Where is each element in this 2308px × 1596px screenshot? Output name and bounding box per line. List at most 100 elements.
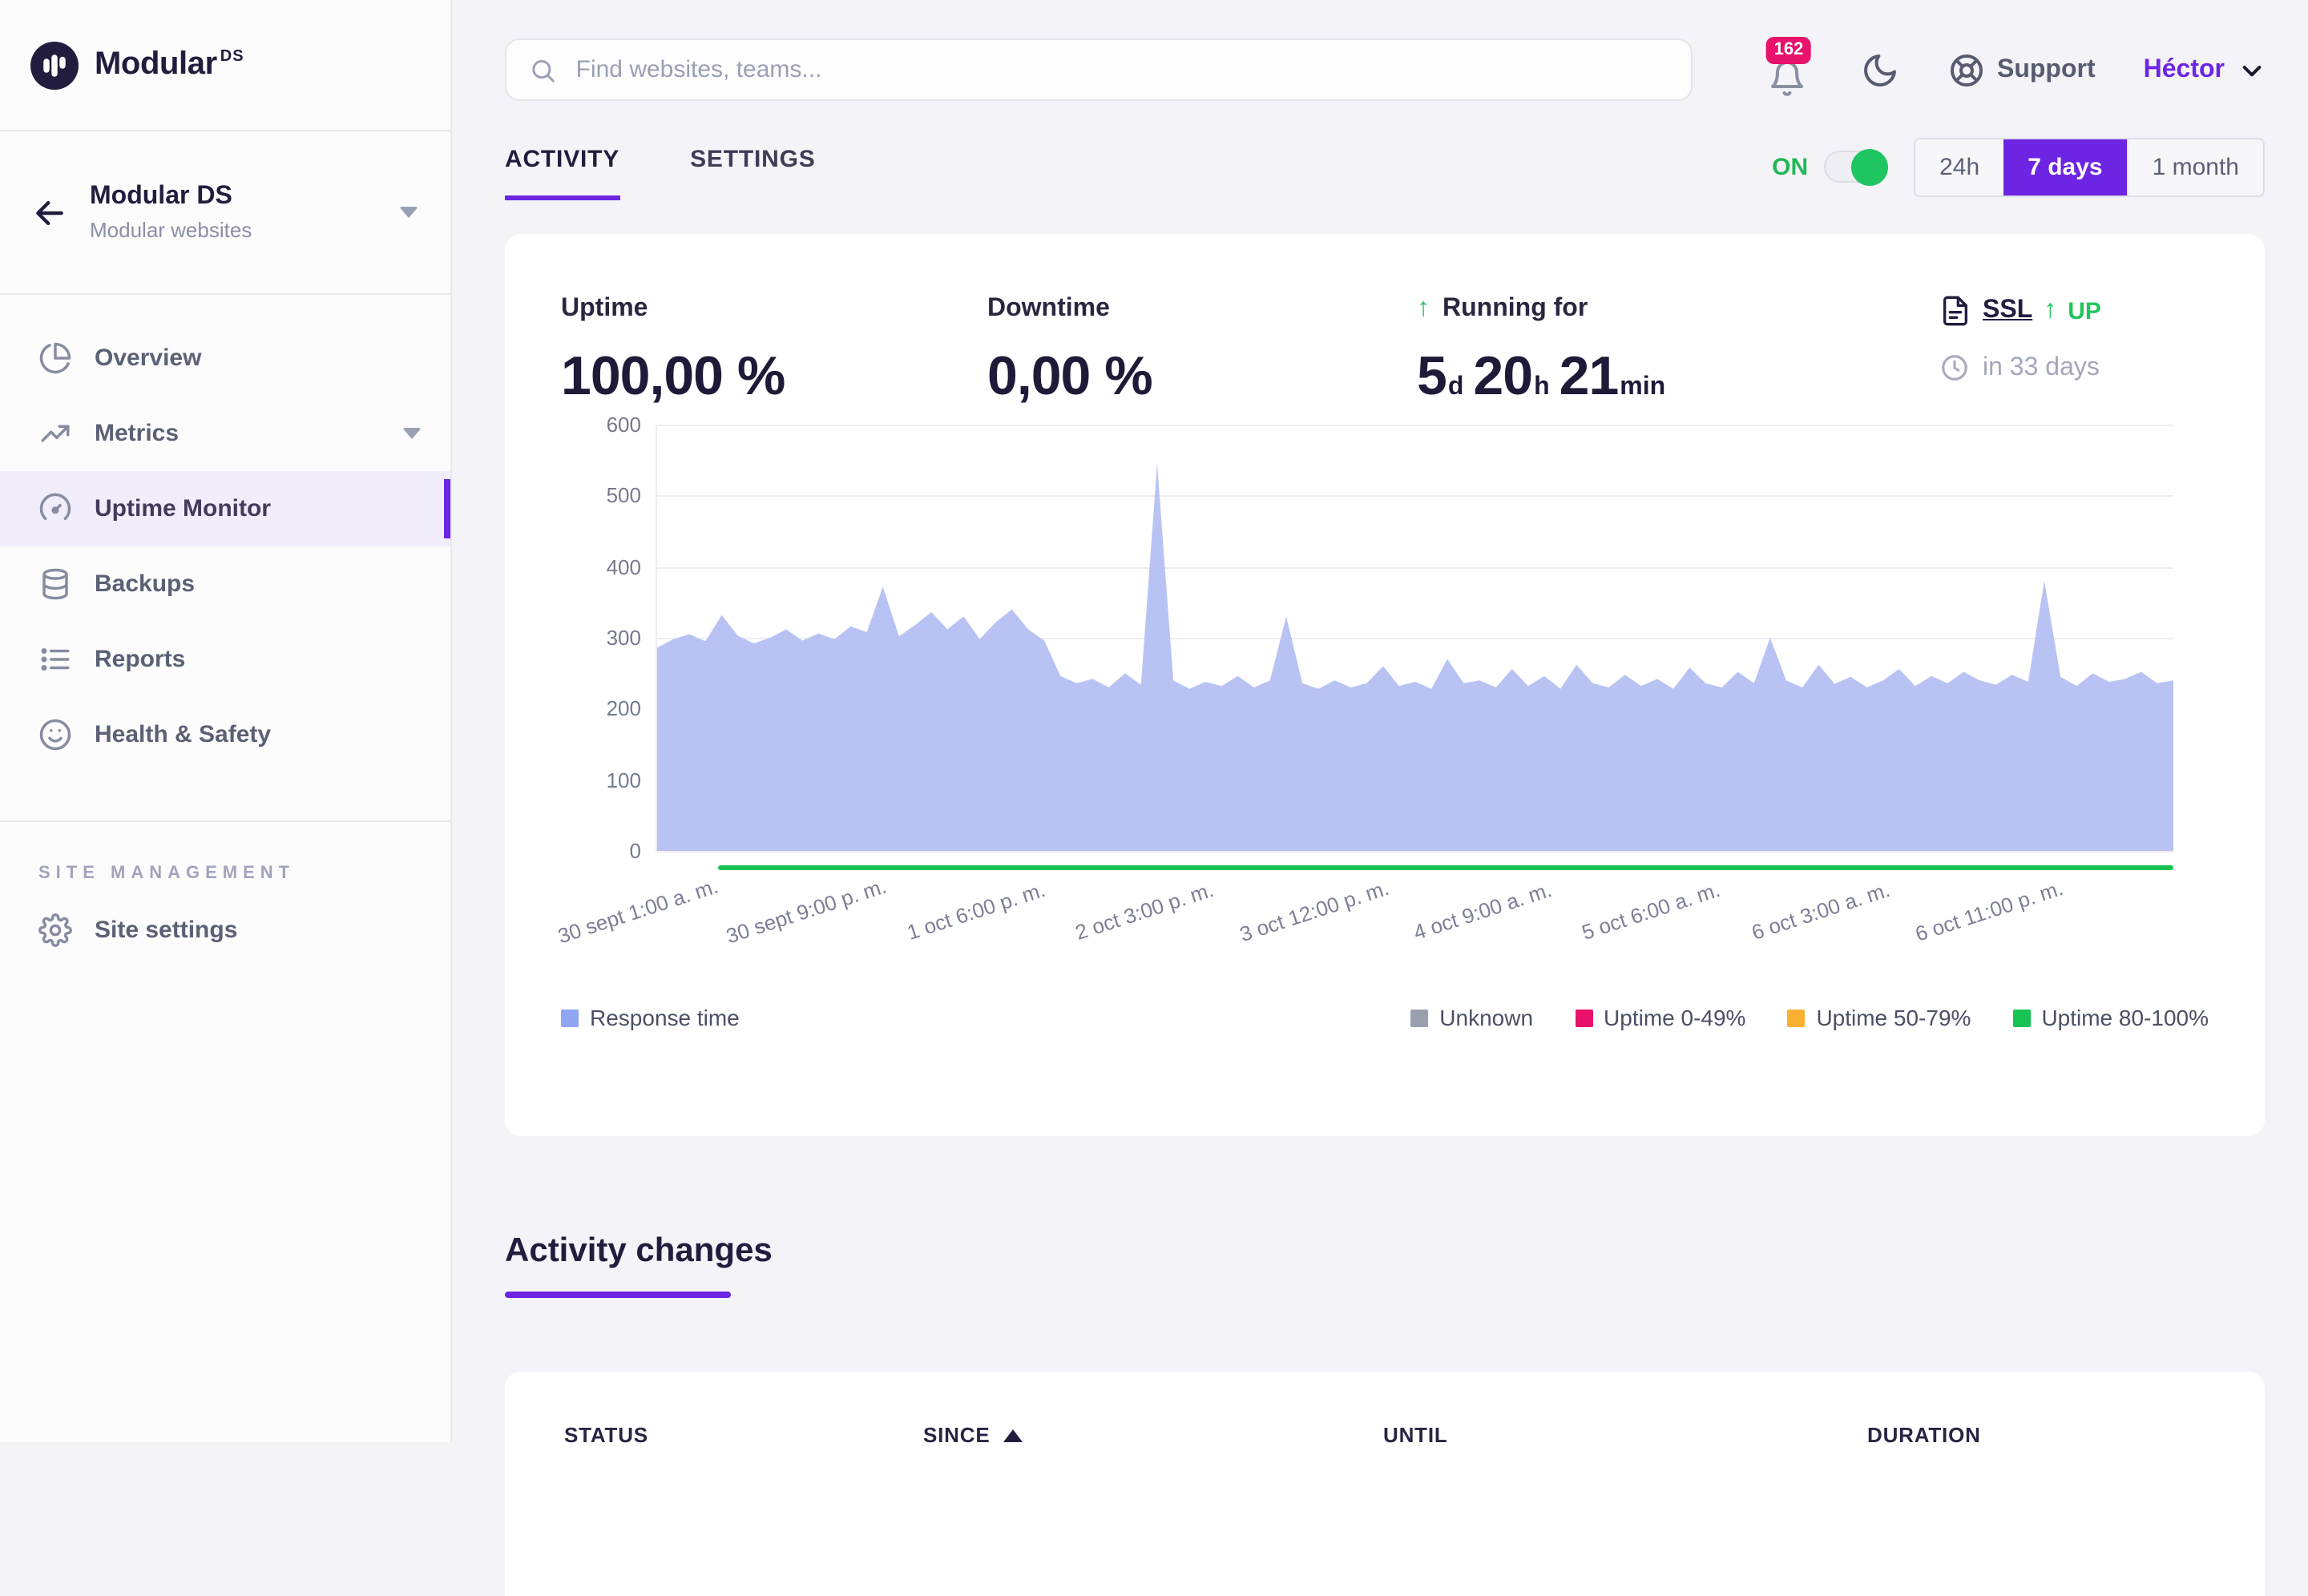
time-range-group: 24h 7 days 1 month (1914, 137, 2265, 196)
sidebar-item-metrics[interactable]: Metrics (0, 396, 450, 471)
sidebar-item-reports[interactable]: Reports (0, 622, 450, 697)
team-switcher[interactable]: Modular DS Modular websites (0, 131, 450, 295)
monitor-toggle-wrap: ON (1772, 149, 1889, 186)
y-tick-label: 100 (606, 768, 641, 792)
gridline (657, 851, 2173, 852)
x-tick-label: 6 oct 3:00 a. m. (1748, 877, 1893, 945)
column-header-status[interactable]: STATUS (564, 1423, 648, 1447)
x-tick-label: 6 oct 11:00 p. m. (1912, 876, 2067, 946)
user-name: Héctor (2143, 55, 2225, 83)
sidebar-item-label: Site settings (95, 917, 238, 944)
legend-item-status: Uptime 80-100% (2012, 1005, 2209, 1030)
heading-underline (505, 1292, 731, 1298)
y-tick-label: 300 (606, 626, 641, 650)
modular-logo-icon (30, 41, 79, 89)
legend-label: Uptime 80-100% (2041, 1005, 2209, 1030)
clock-icon (1942, 355, 1967, 381)
notifications-button[interactable]: 162 (1765, 36, 1813, 97)
sidebar-item-site-settings[interactable]: Site settings (0, 893, 450, 968)
chevron-down-icon[interactable] (399, 207, 418, 218)
uptime-chart-card: Uptime 100,00 % Downtime 0,00 % ↑ Runnin… (505, 234, 2265, 1136)
smiley-icon (39, 719, 71, 751)
response-time-chart: 0 100 200 300 400 500 600 30 sept 1:00 a. m. 30… (555, 413, 2173, 948)
main-area: 162 Support Héctor ACTIVITY SETTINGS ON (452, 0, 2308, 1596)
column-header-until[interactable]: UNTIL (1383, 1423, 1448, 1447)
y-tick-label: 200 (606, 696, 641, 721)
legend-label: Unknown (1439, 1005, 1534, 1030)
table-header-row: STATUS SINCE UNTIL DURATION (564, 1423, 2205, 1447)
sidebar-divider (0, 820, 450, 822)
gear-icon (38, 913, 72, 947)
sidebar-section-label: SITE MANAGEMENT (38, 864, 296, 883)
sidebar-item-label: Metrics (95, 420, 180, 447)
topbar-actions: 162 Support Héctor (1765, 36, 2265, 97)
list-icon (41, 648, 70, 671)
y-tick-label: 400 (606, 554, 641, 579)
activity-changes-section: Activity changes (505, 1232, 2265, 1298)
downtime-label: Downtime (987, 295, 1110, 322)
x-axis-labels: 30 sept 1:00 a. m. 30 sept 9:00 p. m. 1 oc… (555, 874, 2173, 963)
legend-swatch (561, 1009, 579, 1026)
team-subtitle: Modular websites (90, 218, 252, 242)
user-menu[interactable]: Héctor (2144, 55, 2265, 84)
range-1month-button[interactable]: 1 month (2126, 139, 2263, 195)
brand-wordmark: Modular DS (95, 46, 244, 82)
gridline (657, 495, 2173, 498)
tab-activity[interactable]: ACTIVITY (505, 133, 620, 200)
uptime-status-line (717, 865, 2173, 870)
column-header-since[interactable]: SINCE (923, 1423, 1383, 1447)
gridline (657, 638, 2173, 639)
range-7days-button[interactable]: 7 days (2003, 139, 2127, 195)
support-label: Support (1996, 55, 2096, 83)
x-tick-label: 30 sept 9:00 p. m. (724, 873, 890, 949)
tab-settings[interactable]: SETTINGS (690, 146, 816, 173)
x-tick-label: 4 oct 9:00 a. m. (1410, 877, 1555, 945)
monitor-toggle[interactable] (1824, 149, 1889, 186)
ssl-status-line: SSL ↑ UP (1939, 295, 2209, 327)
x-tick-label: 2 oct 3:00 p. m. (1072, 877, 1217, 945)
sidebar-item-overview[interactable]: Overview (0, 320, 450, 396)
activity-changes-table: STATUS SINCE UNTIL DURATION (505, 1372, 2265, 1596)
database-icon (42, 568, 68, 600)
column-header-duration[interactable]: DURATION (1867, 1423, 1981, 1447)
legend-label: Uptime 50-79% (1816, 1005, 1971, 1030)
legend-left: Response time (561, 1005, 740, 1030)
back-arrow-icon[interactable] (32, 195, 67, 230)
chevron-down-icon (2242, 65, 2262, 76)
y-tick-label: 500 (606, 483, 641, 508)
legend-label: Uptime 0-49% (1604, 1005, 1746, 1030)
legend-label: Response time (590, 1005, 740, 1030)
ssl-expiry: in 33 days (1939, 353, 2209, 383)
notification-count-badge: 162 (1765, 36, 1812, 63)
up-arrow-icon: ↑ (1417, 295, 1430, 322)
search-input[interactable] (572, 54, 1668, 85)
toggle-knob (1851, 149, 1889, 186)
monitor-controls: ON 24h 7 days 1 month (1772, 137, 2265, 196)
lifebuoy-icon (1950, 54, 1983, 86)
search-box[interactable] (505, 38, 1693, 101)
legend-swatch (2012, 1009, 2031, 1026)
legend-swatch (1410, 1009, 1429, 1026)
support-button[interactable]: Support (1947, 50, 2096, 89)
chart-legend: Response time Unknown Uptime 0-49% Uptime … (561, 1005, 2209, 1030)
range-24h-button[interactable]: 24h (1915, 139, 2004, 195)
legend-item-status: Unknown (1410, 1005, 1533, 1030)
legend-item-response-time: Response time (561, 1005, 740, 1030)
legend-swatch (1787, 1009, 1806, 1026)
sidebar-item-backups[interactable]: Backups (0, 546, 450, 622)
gridline (657, 566, 2173, 569)
sidebar-item-health-safety[interactable]: Health & Safety (0, 697, 450, 772)
activity-changes-heading: Activity changes (505, 1232, 773, 1269)
legend-item-status: Uptime 0-49% (1575, 1005, 1745, 1030)
brand-logo[interactable]: Modular DS (0, 0, 450, 131)
uptime-value: 100,00 % (561, 346, 785, 407)
trending-up-icon (41, 425, 70, 442)
ssl-link[interactable]: SSL (1983, 296, 2033, 324)
uptime-stat: Uptime 100,00 % (561, 295, 987, 409)
sidebar-item-uptime-monitor[interactable]: Uptime Monitor (0, 471, 450, 546)
y-tick-label: 0 (629, 839, 641, 863)
legend-swatch (1575, 1009, 1593, 1026)
moon-icon[interactable] (1861, 50, 1899, 89)
